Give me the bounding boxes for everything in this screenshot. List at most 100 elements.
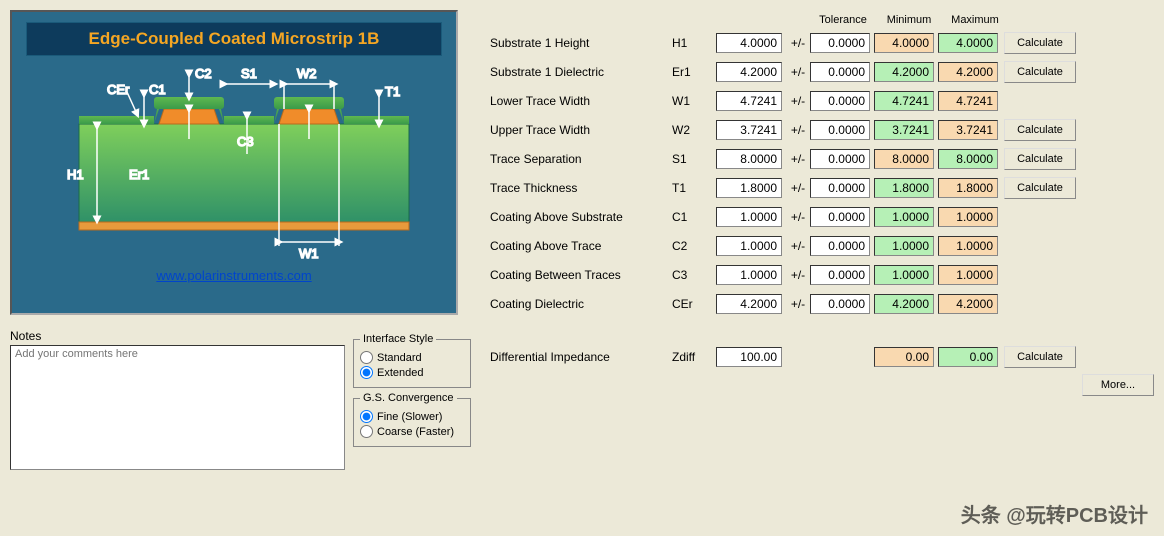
header-maximum: Maximum: [942, 14, 1008, 26]
zdiff-value-input[interactable]: [716, 347, 782, 367]
interface-style-standard[interactable]: Standard: [360, 351, 464, 364]
param-row-s1: Trace Separation S1 +/- Calculate: [490, 144, 1154, 173]
param-max-output-t1: [938, 178, 998, 198]
param-tolerance-input-c1[interactable]: [810, 207, 870, 227]
plusminus-label: +/-: [786, 268, 810, 282]
plusminus-label: +/-: [786, 36, 810, 50]
param-tolerance-input-w2[interactable]: [810, 120, 870, 140]
param-max-output-s1: [938, 149, 998, 169]
calculate-button-w2[interactable]: Calculate: [1004, 119, 1076, 141]
svg-text:S1: S1: [241, 66, 257, 81]
param-value-input-c3[interactable]: [716, 265, 782, 285]
param-value-input-h1[interactable]: [716, 33, 782, 53]
param-value-input-c2[interactable]: [716, 236, 782, 256]
param-symbol-cer: CEr: [672, 297, 716, 311]
interface-style-legend: Interface Style: [360, 333, 436, 345]
param-max-output-er1: [938, 62, 998, 82]
param-value-input-w1[interactable]: [716, 91, 782, 111]
param-value-input-t1[interactable]: [716, 178, 782, 198]
param-row-cer: Coating Dielectric CEr +/-: [490, 289, 1154, 318]
diagram-illustration: H1 Er1 W1 W2: [19, 64, 449, 264]
plusminus-label: +/-: [786, 152, 810, 166]
radio-standard-label: Standard: [377, 352, 422, 364]
param-symbol-s1: S1: [672, 152, 716, 166]
param-max-output-c1: [938, 207, 998, 227]
calculate-button-s1[interactable]: Calculate: [1004, 148, 1076, 170]
param-tolerance-input-c3[interactable]: [810, 265, 870, 285]
plusminus-label: +/-: [786, 239, 810, 253]
plusminus-label: +/-: [786, 94, 810, 108]
calculate-button-h1[interactable]: Calculate: [1004, 32, 1076, 54]
param-name-w1: Lower Trace Width: [490, 94, 672, 108]
param-min-output-c2: [874, 236, 934, 256]
param-tolerance-input-w1[interactable]: [810, 91, 870, 111]
radio-fine[interactable]: [360, 410, 373, 423]
param-symbol-er1: Er1: [672, 65, 716, 79]
svg-text:C3: C3: [237, 134, 254, 149]
param-symbol-h1: H1: [672, 36, 716, 50]
plusminus-label: +/-: [786, 65, 810, 79]
notes-label: Notes: [10, 329, 345, 343]
param-max-output-h1: [938, 33, 998, 53]
radio-extended-label: Extended: [377, 367, 423, 379]
param-name-c3: Coating Between Traces: [490, 268, 672, 282]
param-tolerance-input-t1[interactable]: [810, 178, 870, 198]
param-row-h1: Substrate 1 Height H1 +/- Calculate: [490, 28, 1154, 57]
param-value-input-c1[interactable]: [716, 207, 782, 227]
plusminus-label: +/-: [786, 181, 810, 195]
zdiff-min-output: [874, 347, 934, 367]
interface-style-extended[interactable]: Extended: [360, 366, 464, 379]
header-tolerance: Tolerance: [810, 14, 876, 26]
radio-coarse[interactable]: [360, 425, 373, 438]
svg-text:W1: W1: [299, 246, 319, 261]
diagram-title: Edge-Coupled Coated Microstrip 1B: [26, 22, 442, 56]
plusminus-label: +/-: [786, 123, 810, 137]
param-row-w2: Upper Trace Width W2 +/- Calculate: [490, 115, 1154, 144]
gs-fine[interactable]: Fine (Slower): [360, 410, 464, 423]
param-value-input-cer[interactable]: [716, 294, 782, 314]
param-min-output-c3: [874, 265, 934, 285]
radio-extended[interactable]: [360, 366, 373, 379]
param-symbol-c1: C1: [672, 210, 716, 224]
param-min-output-cer: [874, 294, 934, 314]
notes-textarea[interactable]: [10, 345, 345, 470]
param-row-c2: Coating Above Trace C2 +/-: [490, 231, 1154, 260]
param-row-t1: Trace Thickness T1 +/- Calculate: [490, 173, 1154, 202]
diagram-url-link[interactable]: www.polarinstruments.com: [18, 268, 450, 283]
param-name-w2: Upper Trace Width: [490, 123, 672, 137]
param-row-er1: Substrate 1 Dielectric Er1 +/- Calculate: [490, 57, 1154, 86]
param-tolerance-input-cer[interactable]: [810, 294, 870, 314]
param-max-output-cer: [938, 294, 998, 314]
more-button[interactable]: More...: [1082, 374, 1154, 396]
svg-text:H1: H1: [67, 167, 84, 182]
param-min-output-t1: [874, 178, 934, 198]
zdiff-calculate-button[interactable]: Calculate: [1004, 346, 1076, 368]
zdiff-symbol: Zdiff: [672, 350, 716, 364]
param-symbol-t1: T1: [672, 181, 716, 195]
differential-impedance-row: Differential Impedance Zdiff Calculate: [490, 346, 1154, 368]
svg-text:C2: C2: [195, 66, 212, 81]
param-tolerance-input-s1[interactable]: [810, 149, 870, 169]
svg-text:Er1: Er1: [129, 167, 149, 182]
param-name-t1: Trace Thickness: [490, 181, 672, 195]
param-value-input-er1[interactable]: [716, 62, 782, 82]
param-row-c3: Coating Between Traces C3 +/-: [490, 260, 1154, 289]
param-name-cer: Coating Dielectric: [490, 297, 672, 311]
param-tolerance-input-c2[interactable]: [810, 236, 870, 256]
interface-style-group: Interface Style Standard Extended: [353, 333, 471, 388]
param-tolerance-input-er1[interactable]: [810, 62, 870, 82]
param-name-c2: Coating Above Trace: [490, 239, 672, 253]
param-min-output-c1: [874, 207, 934, 227]
radio-standard[interactable]: [360, 351, 373, 364]
zdiff-max-output: [938, 347, 998, 367]
gs-coarse[interactable]: Coarse (Faster): [360, 425, 464, 438]
param-tolerance-input-h1[interactable]: [810, 33, 870, 53]
param-value-input-w2[interactable]: [716, 120, 782, 140]
param-symbol-c2: C2: [672, 239, 716, 253]
param-max-output-w1: [938, 91, 998, 111]
calculate-button-er1[interactable]: Calculate: [1004, 61, 1076, 83]
param-name-h1: Substrate 1 Height: [490, 36, 672, 50]
param-name-s1: Trace Separation: [490, 152, 672, 166]
param-value-input-s1[interactable]: [716, 149, 782, 169]
calculate-button-t1[interactable]: Calculate: [1004, 177, 1076, 199]
